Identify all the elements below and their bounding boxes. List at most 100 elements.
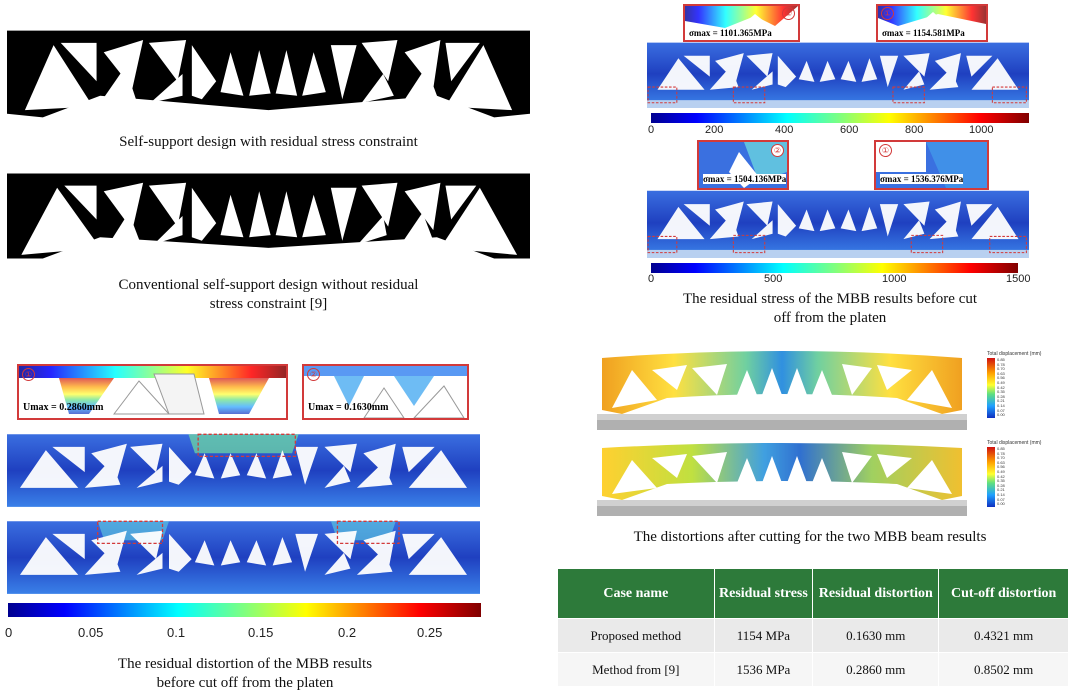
cut-distortion-legend-2: Total displacement (mm) 0.85 0.78 0.70 0… [987, 440, 1067, 520]
stress-cb1-tick-5: 1000 [969, 124, 994, 136]
stress-colorbar-2 [651, 260, 1018, 273]
cut-legend-1-v5: 0.49 [997, 379, 1005, 385]
cut-legend-1-v8: 0.28 [997, 393, 1005, 399]
caption-proposed-design: Self-support design with residual stress… [119, 134, 418, 150]
table-cell-cutoff: 0.8502 mm [938, 652, 1069, 687]
distortion-colorbar [8, 603, 481, 617]
stress-inset-2-marker: ① [881, 7, 894, 20]
stress-inset-4-marker: ① [879, 144, 892, 157]
cut-legend-1-title: Total displacement (mm) [987, 351, 1042, 357]
caption-residual-distortion-line2: before cut off from the platen [156, 675, 334, 691]
stress-cb2-tick-0: 0 [648, 273, 655, 285]
results-table-header-stress: Residual stress [713, 568, 814, 619]
stress-colorbar-1-ticks: 0 200 400 600 800 1000 [648, 124, 1029, 138]
stress-inset-2-sigma: σmax = 1154.581MPa [882, 28, 965, 38]
distortion-colorbar-ticks: 0 0.05 0.1 0.15 0.2 0.25 [5, 625, 481, 641]
cut-legend-2-v10: 0.14 [997, 491, 1005, 497]
distortion-cb-tick-2: 0.1 [167, 625, 186, 640]
distortion-inset-2-marker: ② [307, 368, 320, 381]
cut-legend-2-v11: 0.07 [997, 496, 1005, 502]
stress-inset-3-sigma: σmax = 1504.136MPa [703, 174, 787, 184]
cut-legend-1-v9: 0.21 [997, 398, 1005, 404]
cut-legend-2-v3: 0.63 [997, 459, 1005, 465]
cut-legend-1-v0: 0.85 [997, 357, 1005, 362]
caption-residual-stress-line1: The residual stress of the MBB results b… [682, 291, 978, 307]
cut-legend-1-v12: 0.00 [997, 412, 1005, 418]
table-row: Method from [9] 1536 MPa 0.2860 mm 0.850… [557, 652, 1069, 687]
table-cell-distortion: 0.1630 mm [812, 618, 940, 653]
stress-cb1-tick-4: 800 [905, 124, 924, 136]
cut-legend-1-v4: 0.56 [997, 375, 1005, 381]
distortion-inset-1-marker: ① [22, 368, 35, 381]
cut-legend-2-bar [987, 447, 995, 507]
cut-legend-1-v10: 0.14 [997, 402, 1005, 408]
caption-residual-stress-line2: off from the platen [773, 310, 887, 326]
caption-residual-distortion-line1: The residual distortion of the MBB resul… [117, 656, 373, 672]
cut-legend-2-v8: 0.28 [997, 482, 1005, 488]
caption-conventional-design: Conventional self-support design without… [7, 276, 530, 314]
table-cell-case: Method from [9] [557, 652, 715, 687]
caption-residual-stress: The residual stress of the MBB results b… [590, 290, 1069, 328]
cut-legend-2-v2: 0.70 [997, 455, 1005, 461]
distortion-beam-proposed [7, 515, 480, 597]
results-table-header-distortion: Residual distortion [812, 568, 940, 619]
stress-colorbar-1 [651, 110, 1029, 123]
table-cell-case: Proposed method [557, 618, 715, 653]
mbb-design-proposed [7, 27, 530, 121]
cut-legend-2-v7: 0.35 [997, 478, 1005, 484]
cut-legend-1-bar [987, 358, 995, 418]
stress-cb1-tick-1: 200 [705, 124, 724, 136]
stress-inset-3-marker: ② [771, 144, 784, 157]
cut-legend-1-v3: 0.63 [997, 370, 1005, 376]
stress-cb1-tick-3: 600 [840, 124, 859, 136]
distortion-cb-tick-4: 0.2 [338, 625, 357, 640]
distortion-cb-tick-3: 0.15 [248, 625, 274, 640]
stress-inset-1-marker: ② [782, 7, 795, 20]
cut-legend-2-v6: 0.42 [997, 473, 1005, 479]
cut-legend-1-v1: 0.78 [997, 361, 1005, 367]
results-table: Case name Residual stress Residual disto… [557, 568, 1069, 687]
distortion-inset-1: Umax = 0.2860mm ① [17, 364, 288, 420]
stress-cb1-tick-0: 0 [648, 124, 655, 136]
stress-cb1-tick-2: 400 [775, 124, 794, 136]
table-row: Proposed method 1154 MPa 0.1630 mm 0.432… [557, 618, 1069, 653]
stress-cb2-tick-2: 1000 [882, 273, 907, 285]
cut-legend-1-v6: 0.42 [997, 384, 1005, 390]
stress-inset-1: σmax = 1101.365MPa ② [683, 4, 800, 42]
cut-legend-2-v5: 0.49 [997, 468, 1005, 474]
cut-distortion-beam-1 [597, 350, 967, 430]
distortion-cb-tick-0: 0 [5, 625, 13, 640]
stress-inset-2: σmax = 1154.581MPa ① [876, 4, 988, 42]
stress-inset-4-sigma: σmax = 1536.376MPa [880, 174, 964, 184]
distortion-inset-2: Umax = 0.1630mm ② [302, 364, 469, 420]
stress-beam-proposed [647, 40, 1029, 108]
stress-inset-4: σmax = 1536.376MPa ① [874, 140, 989, 190]
stress-colorbar-2-ticks: 0 500 1000 1500 [648, 273, 1031, 287]
distortion-cb-tick-5: 0.25 [417, 625, 443, 640]
table-cell-cutoff: 0.4321 mm [938, 618, 1069, 653]
cut-legend-1-v2: 0.70 [997, 366, 1005, 372]
results-table-header-case: Case name [557, 568, 715, 619]
cut-legend-1-v7: 0.35 [997, 389, 1005, 395]
cut-legend-2-v0: 0.85 [997, 446, 1005, 451]
distortion-inset-1-umax: Umax = 0.2860mm [23, 402, 104, 413]
distortion-inset-2-umax: Umax = 0.1630mm [308, 402, 389, 413]
results-table-header-cutoff: Cut-off distortion [938, 568, 1069, 619]
caption-conventional-line2: stress constraint [9] [209, 296, 328, 312]
cut-distortion-beam-2 [597, 438, 967, 516]
distortion-beam-conventional [7, 428, 480, 510]
mbb-design-conventional [7, 170, 530, 262]
cut-legend-2-title: Total displacement (mm) [987, 440, 1042, 446]
cut-legend-2-v1: 0.78 [997, 450, 1005, 456]
stress-inset-3: σmax = 1504.136MPa ② [697, 140, 789, 190]
stress-cb2-tick-3: 1500 [1006, 273, 1031, 285]
distortion-cb-tick-1: 0.05 [78, 625, 104, 640]
table-cell-distortion: 0.2860 mm [812, 652, 940, 687]
cut-legend-2-v12: 0.00 [997, 501, 1005, 507]
results-table-header-row: Case name Residual stress Residual disto… [557, 568, 1069, 619]
caption-cut-distortion: The distortions after cutting for the tw… [633, 529, 987, 545]
caption-conventional-line1: Conventional self-support design without… [118, 277, 419, 293]
cut-legend-2-v9: 0.21 [997, 487, 1005, 493]
cut-distortion-legend-1: Total displacement (mm) 0.85 0.78 0.70 0… [987, 351, 1067, 431]
table-cell-stress: 1154 MPa [713, 618, 814, 653]
